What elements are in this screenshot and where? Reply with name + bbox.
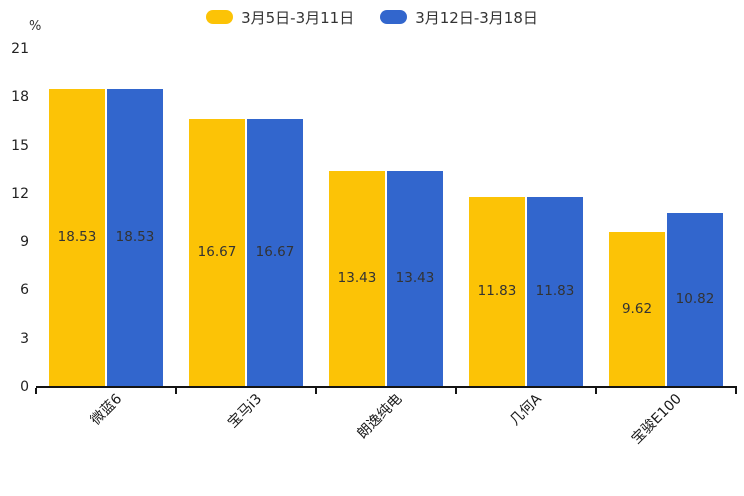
legend-label: 3月12日-3月18日 — [415, 8, 538, 27]
bar-value-label: 16.67 — [197, 244, 237, 261]
x-category-label: 宝马i3 — [225, 391, 266, 432]
y-tick-label: 21 — [11, 41, 29, 57]
x-axis-line — [36, 386, 737, 388]
legend-label: 3月5日-3月11日 — [241, 8, 355, 27]
bar[interactable] — [469, 196, 525, 386]
x-axis-tick — [455, 388, 457, 394]
bar-value-label: 13.43 — [395, 270, 435, 287]
y-tick-label: 6 — [20, 282, 29, 299]
legend-swatch — [380, 10, 408, 24]
bar-value-label: 18.53 — [115, 229, 155, 246]
bar-value-label: 10.82 — [675, 291, 715, 308]
x-axis-tick — [315, 388, 317, 394]
y-tick-label: 0 — [20, 379, 29, 395]
bar[interactable] — [329, 170, 385, 386]
legend-swatch — [206, 10, 234, 24]
y-tick-label: 15 — [11, 137, 29, 154]
y-axis-unit-label: % — [29, 19, 42, 34]
bar[interactable] — [189, 118, 245, 386]
bar-value-label: 18.53 — [57, 229, 97, 246]
x-category-label: 微蓝6 — [87, 391, 126, 429]
y-tick-label: 9 — [20, 234, 29, 251]
bar[interactable] — [247, 118, 303, 386]
x-category-label: 几何A — [507, 391, 546, 429]
x-category-label: 朗逸纯电 — [354, 391, 406, 442]
bar[interactable] — [667, 212, 723, 386]
bar[interactable] — [49, 88, 105, 386]
y-tick-label: 18 — [11, 89, 29, 106]
bar-value-label: 16.67 — [255, 244, 295, 261]
x-axis-tick — [735, 388, 737, 394]
x-category-label: 宝骏E100 — [629, 391, 686, 448]
bar-value-label: 11.83 — [535, 283, 575, 300]
bar[interactable] — [107, 88, 163, 386]
legend-item[interactable]: 3月5日-3月11日 — [206, 7, 354, 28]
bar-value-label: 13.43 — [337, 270, 377, 287]
bar[interactable] — [387, 170, 443, 386]
legend-item[interactable]: 3月12日-3月18日 — [380, 7, 538, 28]
bar-value-label: 11.83 — [477, 283, 517, 300]
legend: 3月5日-3月11日 3月12日-3月18日 — [0, 7, 744, 28]
bar[interactable] — [527, 196, 583, 386]
x-axis-tick — [175, 388, 177, 394]
bar[interactable] — [609, 232, 665, 386]
x-axis-tick — [35, 388, 37, 394]
y-tick-label: 12 — [11, 185, 29, 202]
y-tick-label: 3 — [20, 330, 29, 347]
x-axis-tick — [595, 388, 597, 394]
bar-value-label: 9.62 — [621, 301, 653, 318]
